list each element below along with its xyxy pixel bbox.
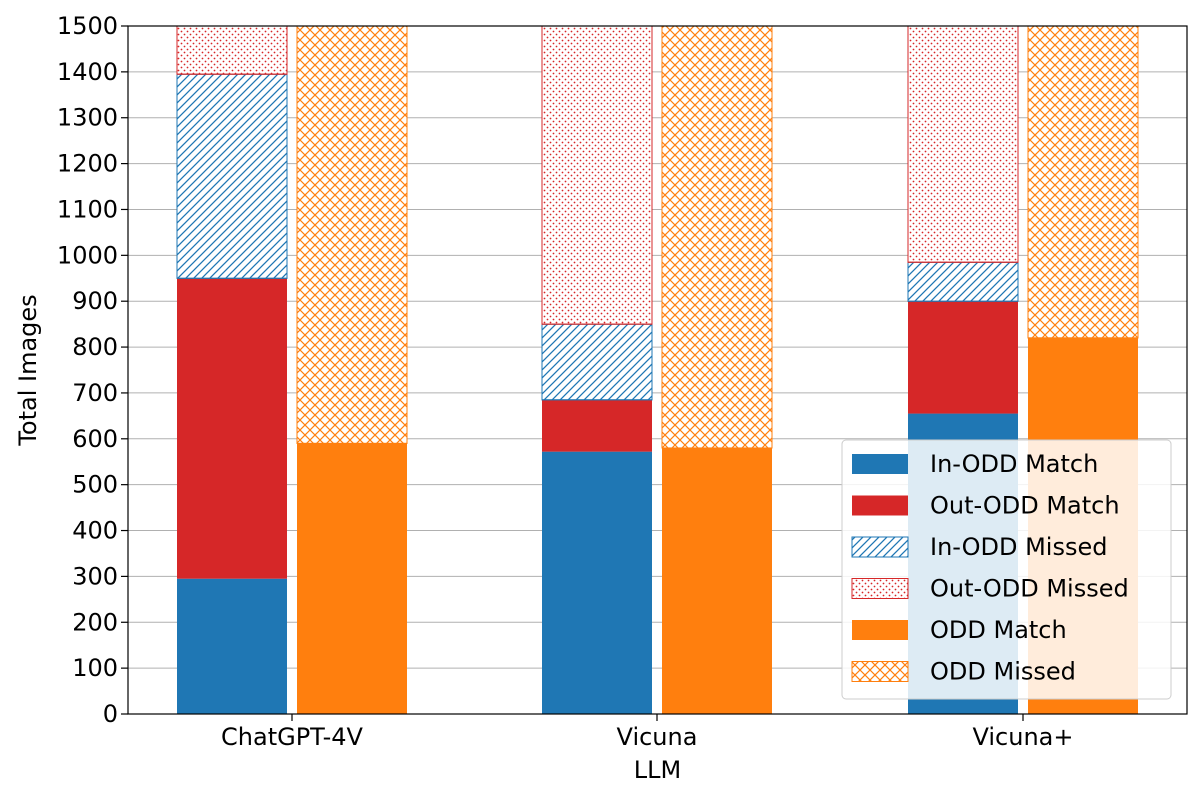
y-tick-label: 300 — [72, 562, 118, 590]
y-tick-label: 400 — [72, 517, 118, 545]
y-tick-label: 900 — [72, 287, 118, 315]
bars — [176, 25, 1139, 714]
y-tick-label: 1300 — [57, 104, 118, 132]
y-tick-label: 200 — [72, 608, 118, 636]
legend-label: ODD Missed — [930, 658, 1076, 686]
legend-label: Out-ODD Match — [930, 492, 1120, 520]
y-axis-title: Total Images — [14, 294, 42, 446]
bar-segment-chatgpt-4v-out-odd-match — [177, 278, 287, 579]
legend-box — [841, 439, 1172, 700]
bar-segment-chatgpt-4v-odd-match — [297, 443, 407, 714]
bar-segment-vicuna-out-odd-missed — [541, 25, 653, 325]
legend-entry-out-odd-match: Out-ODD Match — [852, 492, 1120, 520]
y-tick-label: 1500 — [57, 12, 118, 40]
legend-label: ODD Match — [930, 616, 1067, 644]
y-tick-label: 100 — [72, 654, 118, 682]
y-tick-label: 1100 — [57, 195, 118, 223]
x-tick-label-vicuna: Vicuna — [617, 723, 698, 751]
bar-segment-chatgpt-4v-out-odd-missed — [176, 25, 288, 75]
bar-segment-chatgpt-4v-in-odd-missed — [176, 73, 288, 279]
legend-label: In-ODD Match — [930, 450, 1098, 478]
bar-segment-vicuna-out-odd-match — [908, 301, 1018, 414]
y-tick-label: 600 — [72, 425, 118, 453]
legend-label: In-ODD Missed — [930, 533, 1107, 561]
y-tick-label: 1000 — [57, 241, 118, 269]
y-tick-label: 1400 — [57, 58, 118, 86]
bar-segment-chatgpt-4v-in-odd-match — [177, 578, 287, 714]
y-tick-label: 800 — [72, 333, 118, 361]
x-tick-label-vicuna: Vicuna+ — [973, 723, 1074, 751]
bar-segment-vicuna-out-odd-match — [542, 399, 652, 452]
legend-entry-out-odd-missed: Out-ODD Missed — [851, 575, 1129, 603]
y-tick-label: 700 — [72, 379, 118, 407]
legend-entry-in-odd-match: In-ODD Match — [852, 450, 1098, 478]
bar-segment-vicuna-out-odd-missed — [907, 25, 1019, 263]
y-tick-label: 500 — [72, 471, 118, 499]
legend-label: Out-ODD Missed — [930, 575, 1129, 603]
bar-segment-vicuna-in-odd-missed — [541, 323, 653, 401]
bar-segment-vicuna-odd-missed — [1027, 25, 1139, 339]
y-tick-label: 1200 — [57, 150, 118, 178]
legend-entry-odd-missed: ODD Missed — [851, 658, 1076, 686]
legend-entry-odd-match: ODD Match — [852, 616, 1067, 644]
bar-segment-vicuna-in-odd-missed — [907, 261, 1019, 302]
legend-entry-in-odd-missed: In-ODD Missed — [851, 533, 1107, 561]
x-tick-label-chatgpt-4v: ChatGPT-4V — [221, 723, 364, 751]
legend: In-ODD Match Out-ODD Match In-ODD Missed Ou… — [841, 439, 1172, 700]
axes: 0 100 200 300 400 500 600 700 800 900 1000 1100 1200… — [14, 12, 1188, 784]
bar-segment-vicuna-odd-missed — [661, 25, 773, 449]
bar-segment-vicuna-odd-match — [662, 447, 772, 714]
y-tick-label: 0 — [103, 700, 118, 728]
bar-segment-chatgpt-4v-odd-missed — [296, 25, 408, 444]
x-axis-title: LLM — [634, 756, 681, 784]
bar-segment-vicuna-in-odd-match — [542, 451, 652, 714]
